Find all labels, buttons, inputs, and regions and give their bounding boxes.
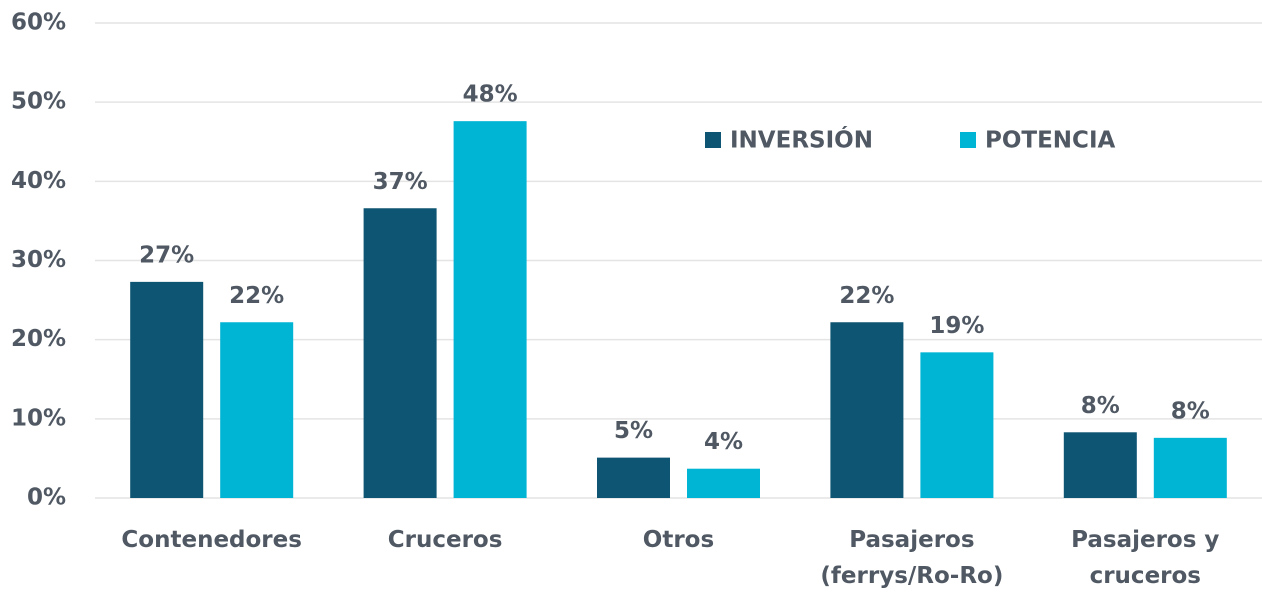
y-tick-label: 60% (11, 10, 66, 36)
data-label: 8% (1171, 398, 1210, 424)
data-label: 19% (929, 313, 984, 339)
bar (130, 281, 204, 498)
y-tick-label: 30% (11, 247, 66, 273)
legend-swatch (960, 132, 976, 148)
bar (363, 208, 437, 498)
x-tick-label: Otros (642, 527, 715, 553)
x-tick-label: Contenedores (121, 527, 302, 553)
data-label: 8% (1081, 393, 1120, 419)
legend-label: INVERSIÓN (730, 126, 873, 154)
data-label: 27% (139, 242, 194, 268)
bar (920, 352, 994, 498)
bar (1153, 437, 1227, 498)
bar (597, 457, 670, 498)
legend-label: POTENCIA (985, 128, 1115, 154)
x-tick-label: Pasajeros (ferrys/Ro-Ro) (820, 527, 1004, 589)
data-label: 5% (614, 418, 653, 444)
x-tick-label: Cruceros (387, 527, 503, 553)
legend-swatch (705, 132, 721, 148)
bar (830, 322, 904, 498)
bar (1063, 432, 1137, 498)
x-tick-label: Pasajeros y cruceros (1071, 527, 1220, 589)
y-tick-label: 10% (11, 405, 66, 431)
data-label: 37% (373, 169, 428, 195)
y-tick-label: 40% (11, 168, 66, 194)
bar (453, 121, 527, 499)
data-label: 48% (463, 82, 518, 108)
y-tick-label: 0% (27, 485, 66, 511)
y-tick-label: 50% (11, 89, 66, 115)
data-label: 22% (839, 283, 894, 309)
bar (220, 322, 294, 498)
data-label: 4% (704, 429, 743, 455)
data-label: 22% (229, 283, 284, 309)
bar (687, 468, 760, 498)
y-tick-label: 20% (11, 326, 66, 352)
